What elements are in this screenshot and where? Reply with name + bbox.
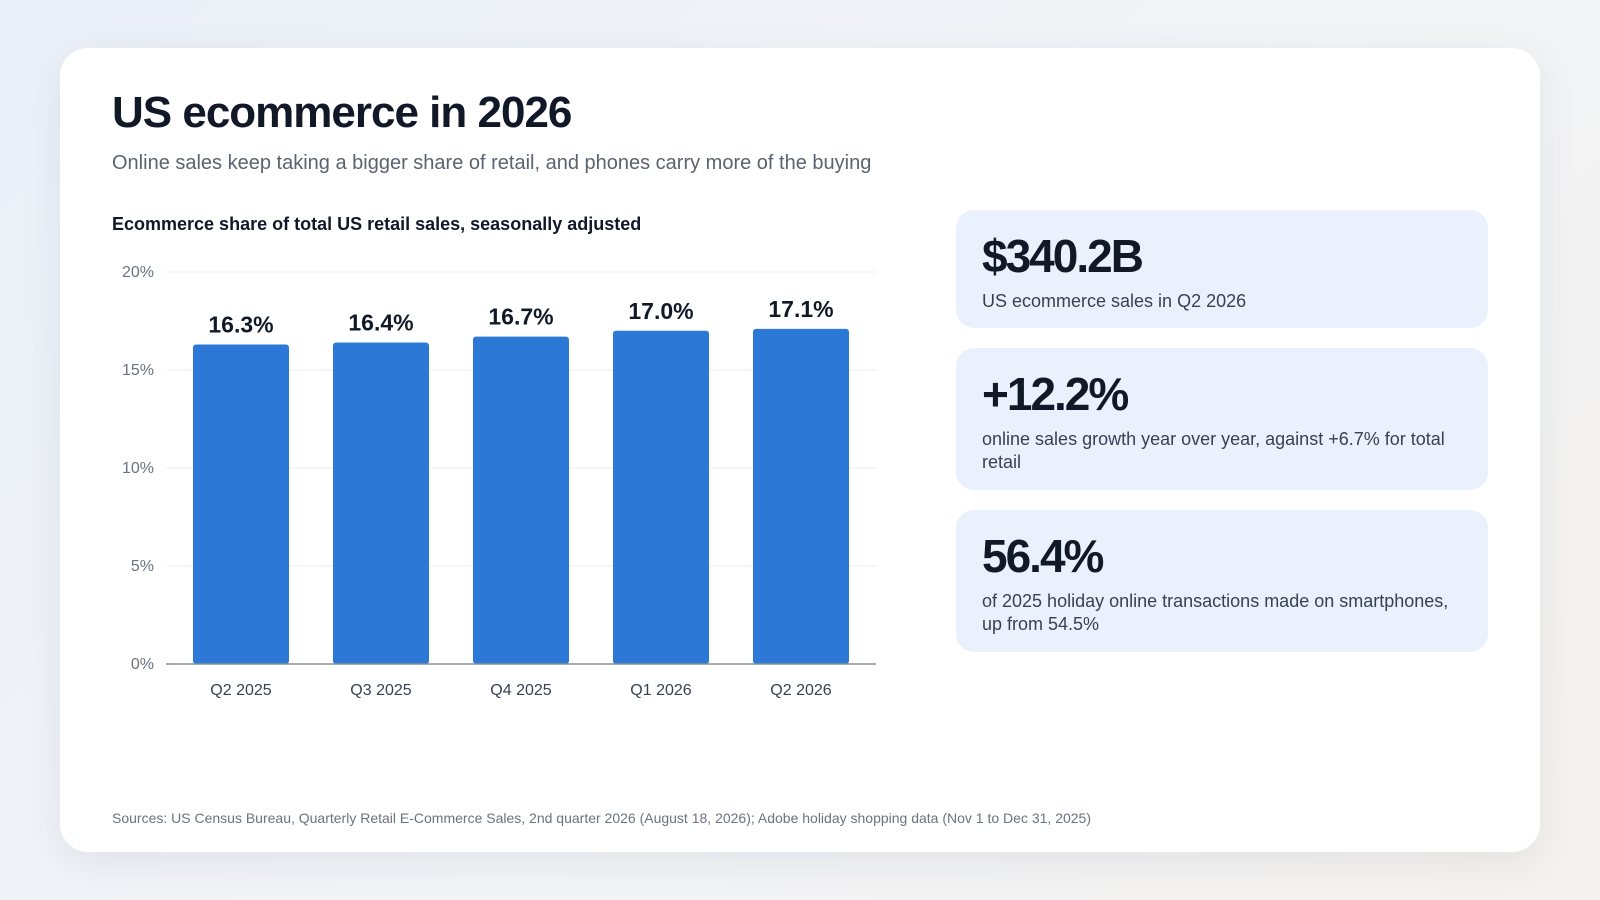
bar (613, 330, 709, 664)
bar (193, 344, 289, 664)
stat-card-smartphones: 56.4% of 2025 holiday online transaction… (956, 510, 1488, 652)
stat-value-growth: +12.2% (982, 368, 1129, 420)
y-tick-label: 5% (131, 558, 154, 575)
bar (333, 342, 429, 664)
bar-chart: 0% 5% 10% 15% 20% 16.3% Q2 2025 16.4% Q3 2025 16.… (122, 264, 876, 699)
stat-description-sales: US ecommerce sales in Q2 2026 (982, 291, 1247, 311)
bar (753, 328, 849, 664)
y-tick-label: 0% (131, 656, 154, 673)
page-subtitle: Online sales keep taking a bigger share … (112, 152, 872, 174)
y-tick-label: 20% (122, 264, 154, 281)
bar-value-label: 17.1% (768, 296, 833, 322)
main-card: US ecommerce in 2026 Online sales keep t… (60, 48, 1540, 852)
stat-card-growth: +12.2% online sales growth year over yea… (956, 348, 1488, 490)
x-category-label: Q2 2026 (770, 682, 831, 699)
stat-description-growth: online sales growth year over year, agai… (982, 429, 1445, 472)
bar-value-label: 16.4% (348, 310, 413, 336)
stat-description-smartphones: of 2025 holiday online transactions made… (982, 591, 1449, 634)
y-tick-label: 15% (122, 362, 154, 379)
bar-value-label: 16.7% (488, 304, 553, 330)
x-category-label: Q3 2025 (350, 682, 411, 699)
x-category-label: Q4 2025 (490, 682, 551, 699)
bar-value-label: 17.0% (628, 298, 693, 324)
y-tick-label: 10% (122, 460, 154, 477)
stat-value-smartphones: 56.4% (982, 530, 1104, 582)
x-category-label: Q2 2025 (210, 682, 271, 699)
page-title: US ecommerce in 2026 (112, 88, 572, 137)
bar-value-label: 16.3% (208, 312, 273, 338)
sources-footnote: Sources: US Census Bureau, Quarterly Ret… (112, 810, 1091, 826)
x-category-label: Q1 2026 (630, 682, 691, 699)
chart-title: Ecommerce share of total US retail sales… (112, 214, 642, 234)
bar (473, 336, 569, 664)
stat-card-sales: $340.2B US ecommerce sales in Q2 2026 (956, 210, 1488, 328)
stat-value-sales: $340.2B (982, 230, 1144, 282)
